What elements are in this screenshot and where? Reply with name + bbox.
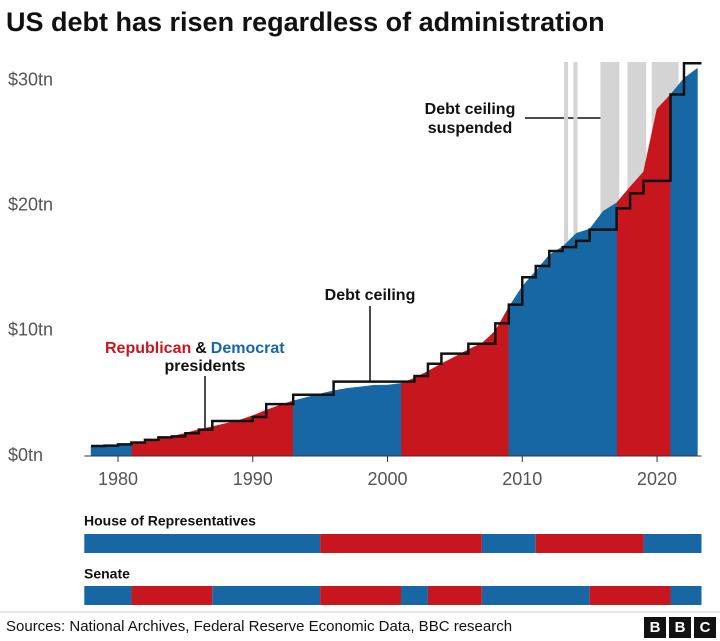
chamber-segment [400, 586, 428, 605]
y-tick-label: $10tn [8, 320, 53, 340]
x-tick-label: 2010 [502, 469, 542, 489]
chamber-segment [481, 534, 536, 553]
chamber-segment [643, 534, 702, 553]
chamber-segment [481, 586, 590, 605]
legend: Republican & Democrat [105, 340, 285, 357]
legend-label: Democrat [211, 340, 285, 357]
ceiling-line [91, 62, 702, 448]
x-tick-label: 1980 [98, 469, 138, 489]
annotation: Debt ceiling [325, 287, 416, 304]
debt-area [508, 202, 617, 457]
annotation: suspended [428, 120, 512, 137]
legend-amp: & [195, 340, 207, 357]
chamber-segment [84, 586, 132, 605]
chamber-segment [131, 586, 213, 605]
chamber-segment [320, 586, 401, 605]
logo-letter: C [700, 619, 711, 636]
chamber-segment [535, 534, 644, 553]
logo-letter: B [650, 619, 661, 636]
y-tick-label: $20tn [8, 195, 53, 215]
logo-box [644, 617, 666, 638]
source: Sources: National Archives, Federal Rese… [6, 618, 512, 635]
chamber-segment [212, 586, 321, 605]
annotation: presidents [165, 358, 246, 375]
chamber-label: Senate [84, 566, 130, 582]
annotation-bg [312, 284, 428, 306]
chamber-segment [670, 586, 702, 605]
chamber-segment [84, 534, 321, 553]
logo-letter: B [675, 619, 686, 636]
logo-box [669, 617, 691, 638]
annotation: Debt ceiling [425, 101, 516, 118]
chamber-label: House of Representatives [84, 513, 256, 529]
x-tick-label: 1990 [233, 469, 273, 489]
debt-area [670, 67, 698, 457]
debt-area [292, 383, 402, 457]
x-tick-label: 2000 [367, 469, 407, 489]
debt-area [400, 306, 510, 457]
chamber-segment [589, 586, 671, 605]
y-tick-label: $30tn [8, 70, 53, 90]
legend-label: Republican [105, 340, 191, 357]
logo-box [694, 617, 716, 638]
chamber-segment [427, 586, 482, 605]
chamber-segment [320, 534, 482, 553]
y-tick-label: $0tn [8, 445, 43, 465]
chart-title: US debt has risen regardless of administ… [6, 7, 605, 37]
x-tick-label: 2020 [637, 469, 677, 489]
